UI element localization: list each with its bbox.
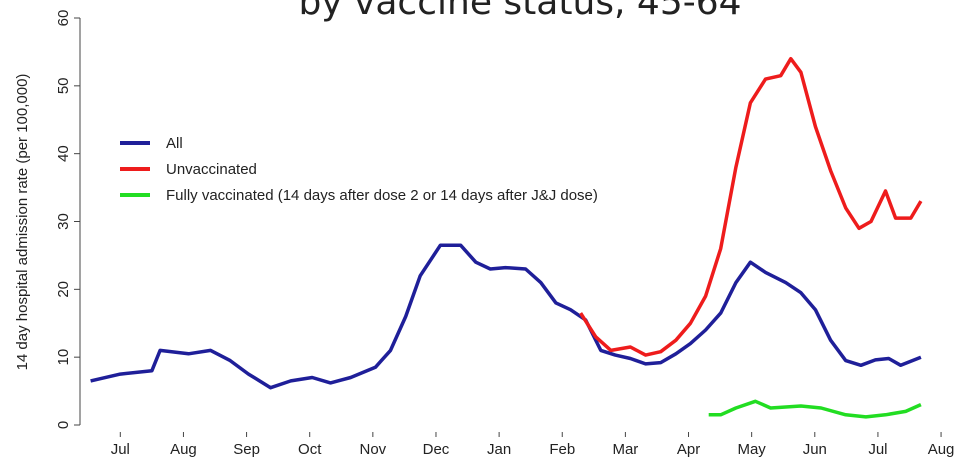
x-tick-label: Dec: [423, 441, 450, 458]
x-tick-label: Jan: [487, 441, 511, 458]
series-line: [708, 399, 922, 419]
series-line: [579, 56, 923, 357]
x-tick-label: Jun: [803, 441, 827, 458]
y-axis-label: 14 day hospital admission rate (per 100,…: [14, 74, 31, 371]
legend-label: All: [166, 135, 183, 152]
x-tick-label: Aug: [928, 441, 955, 458]
chart-title: by vaccine status, 45-64: [298, 0, 741, 23]
x-tick-label: Jul: [111, 441, 130, 458]
x-tick-label: Nov: [360, 441, 387, 458]
x-tick-label: Mar: [612, 441, 638, 458]
y-tick-label: 30: [55, 213, 72, 230]
y-tick-label: 10: [55, 349, 72, 366]
x-tick-label: Oct: [298, 441, 322, 458]
y-tick-label: 0: [55, 421, 72, 429]
y-tick-label: 60: [55, 10, 72, 27]
x-tick-label: Aug: [170, 441, 197, 458]
legend-label: Unvaccinated: [166, 161, 257, 178]
y-tick-label: 40: [55, 145, 72, 162]
x-tick-label: Sep: [233, 441, 260, 458]
x-tick-label: May: [737, 441, 766, 458]
legend-label: Fully vaccinated (14 days after dose 2 o…: [166, 187, 598, 204]
series-line: [90, 243, 922, 390]
y-tick-label: 20: [55, 281, 72, 298]
y-tick-label: 50: [55, 77, 72, 94]
x-tick-label: Apr: [677, 441, 700, 458]
x-tick-label: Feb: [549, 441, 575, 458]
x-tick-label: Jul: [868, 441, 887, 458]
